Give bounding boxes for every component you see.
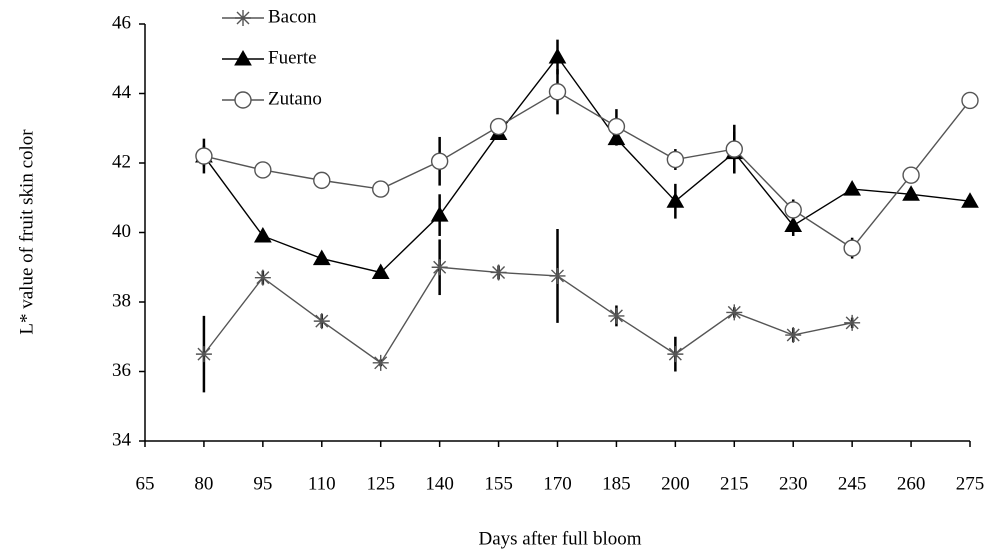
series-line [203, 55, 971, 274]
data-point [195, 147, 213, 165]
data-point [490, 264, 507, 281]
y-tick-label: 40 [112, 221, 131, 242]
x-tick-label: 260 [897, 473, 926, 494]
x-tick-label: 275 [956, 473, 985, 494]
data-point [844, 314, 861, 331]
data-point [254, 161, 272, 179]
x-tick-label: 140 [425, 473, 454, 494]
series-line [203, 90, 971, 250]
data-point [371, 263, 390, 279]
data-point [725, 140, 743, 158]
legend-marker [234, 91, 252, 109]
x-tick-label: 95 [253, 473, 272, 494]
data-point [313, 171, 331, 190]
x-tick-label: 80 [194, 473, 213, 494]
x-tick-label: 170 [543, 473, 572, 494]
x-tick-label: 245 [838, 473, 867, 494]
data-point [784, 216, 803, 233]
data-point [726, 304, 743, 321]
y-tick-label: 44 [112, 82, 132, 103]
data-point [667, 346, 684, 363]
x-tick-label: 215 [720, 473, 749, 494]
legend-marker [235, 10, 251, 26]
data-point [489, 117, 508, 136]
x-tick-label: 185 [602, 473, 631, 494]
data-point [254, 269, 271, 286]
data-point [666, 192, 685, 208]
data-point [549, 267, 566, 284]
data-point [902, 185, 920, 201]
y-tick-label: 36 [112, 360, 131, 381]
x-tick-label: 125 [366, 473, 395, 494]
data-point [430, 152, 449, 170]
data-point [607, 117, 626, 136]
x-tick-label: 155 [484, 473, 513, 494]
data-point [430, 206, 449, 222]
data-point [312, 249, 331, 266]
x-tick-label: 65 [136, 473, 155, 494]
data-point [961, 91, 979, 110]
data-point [431, 259, 448, 276]
data-point [666, 150, 685, 169]
series-line [203, 266, 853, 364]
y-tick-label: 42 [112, 151, 131, 172]
data-point [313, 313, 330, 330]
data-point [195, 346, 212, 363]
legend-label: Fuerte [268, 47, 317, 68]
legend-marker [234, 49, 252, 66]
y-tick-label: 38 [112, 290, 131, 311]
legend-label: Bacon [268, 6, 317, 27]
data-point [253, 226, 272, 243]
y-axis-label: L* value of fruit skin color [16, 129, 37, 335]
x-tick-label: 110 [308, 473, 336, 494]
data-point [548, 48, 567, 64]
x-tick-label: 200 [661, 473, 690, 494]
legend-label: Zutano [268, 88, 322, 109]
data-point [843, 239, 861, 257]
data-point [372, 180, 390, 198]
data-point [843, 180, 862, 196]
data-point [961, 192, 979, 208]
data-point [608, 307, 625, 324]
y-tick-label: 46 [112, 12, 131, 33]
y-tick-label: 34 [112, 429, 132, 450]
x-tick-label: 230 [779, 473, 808, 494]
data-point [548, 83, 567, 101]
data-point [902, 166, 920, 184]
data-point [785, 327, 802, 344]
data-point [372, 354, 389, 371]
x-axis-label: Days after full bloom [478, 528, 641, 549]
data-point [784, 201, 802, 219]
